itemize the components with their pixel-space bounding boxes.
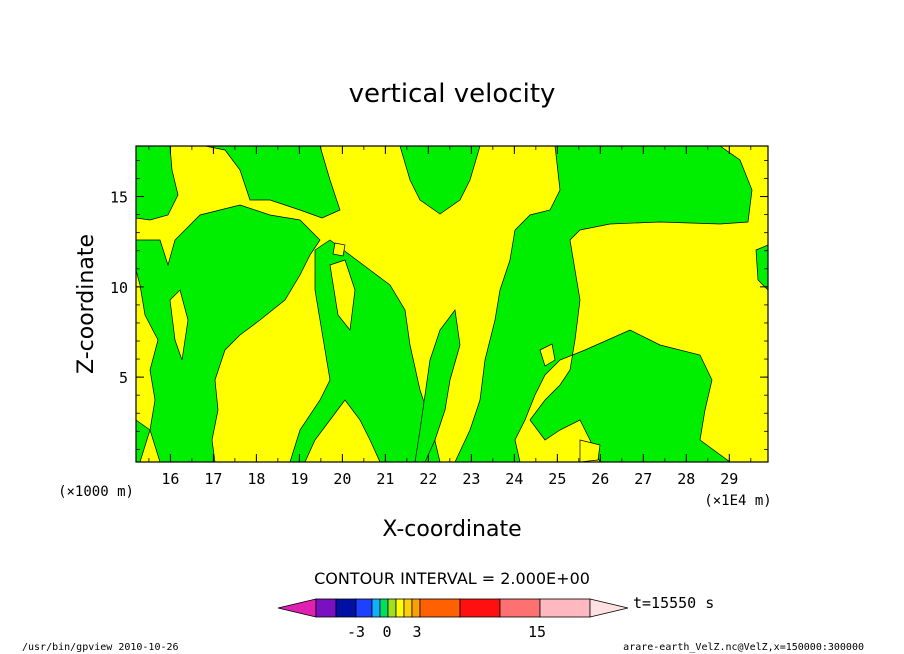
x-tick-label: 29	[720, 470, 738, 488]
x-axis-label: X-coordinate	[382, 517, 521, 542]
colorbar-labels: -3 0 3 15	[347, 623, 546, 641]
colorbar-segment	[355, 598, 373, 618]
island-yellow-1	[169, 289, 189, 361]
x-tick-label: 28	[677, 470, 695, 488]
colorbar-segment	[379, 598, 389, 618]
colorbar	[277, 598, 629, 618]
x-tick-label: 20	[333, 470, 351, 488]
island-yellow-3	[539, 343, 556, 367]
colorbar-segment	[387, 598, 397, 618]
colorbar-segment	[335, 598, 357, 618]
region-green-right-edge	[755, 244, 768, 291]
x-tick-label: 25	[548, 470, 566, 488]
footer-right: arare-earth_VelZ.nc@VelZ,x=150000:300000	[623, 642, 864, 653]
plot-frame	[135, 145, 769, 463]
x-unit-right: (×1E4 m)	[704, 493, 771, 509]
x-tick-label: 23	[462, 470, 480, 488]
colorbar-segment	[539, 598, 591, 618]
x-tick-label: 17	[204, 470, 222, 488]
colorbar-segment	[419, 598, 461, 618]
time-text: t=15550 s	[633, 594, 714, 612]
colorbar-segment	[499, 598, 541, 618]
positive-velocity-islands	[169, 242, 601, 462]
x-tick-label: 18	[247, 470, 265, 488]
colorbar-label: 3	[412, 623, 421, 641]
colorbar-segment	[459, 598, 501, 618]
y-tick-label: 10	[110, 279, 128, 297]
island-yellow-5	[332, 242, 346, 257]
region-green-center-plume	[289, 239, 441, 462]
y-ticks: 5 10 15	[110, 160, 768, 450]
x-tick-label: 27	[634, 470, 652, 488]
colorbar-arrow-left	[277, 598, 317, 618]
plot-area: 16 17 18 19 20 21 22 23 24 25 26 27 28 29 5 10 15	[110, 145, 769, 488]
region-green-top-center	[399, 146, 481, 215]
negative-velocity-regions	[136, 146, 768, 462]
region-green-lower-left	[136, 419, 151, 462]
x-tick-label: 21	[376, 470, 394, 488]
x-tick-label: 16	[161, 470, 179, 488]
colorbar-arrow-right	[589, 598, 629, 618]
x-tick-label: 19	[290, 470, 308, 488]
region-green-lower-mid	[414, 309, 461, 462]
colorbar-segment	[371, 598, 381, 618]
x-ticks: 16 17 18 19 20 21 22 23 24 25 26 27 28 29	[148, 146, 752, 488]
x-tick-label: 24	[505, 470, 523, 488]
colorbar-segment	[315, 598, 337, 618]
colorbar-segment	[403, 598, 413, 618]
island-yellow-4	[579, 439, 601, 462]
x-tick-label: 22	[419, 470, 437, 488]
chart-title: vertical velocity	[349, 79, 556, 109]
y-tick-label: 5	[119, 369, 128, 387]
colorbar-segment	[395, 598, 405, 618]
y-axis-label: Z-coordinate	[74, 234, 99, 374]
x-unit-left: (×1000 m)	[58, 484, 134, 500]
colorbar-label: 0	[382, 623, 391, 641]
colorbar-label: -3	[347, 623, 365, 641]
region-green-left	[136, 204, 321, 462]
region-green-right-core	[454, 146, 753, 462]
island-yellow-2	[329, 259, 356, 331]
colorbar-segment	[411, 598, 421, 618]
footer-left: /usr/bin/gpview 2010-10-26	[22, 642, 179, 653]
contour-interval-text: CONTOUR INTERVAL = 2.000E+00	[314, 569, 590, 588]
colorbar-label: 15	[528, 623, 546, 641]
x-tick-label: 26	[591, 470, 609, 488]
y-tick-label: 15	[110, 189, 128, 207]
region-green-upper-mid	[204, 146, 341, 219]
